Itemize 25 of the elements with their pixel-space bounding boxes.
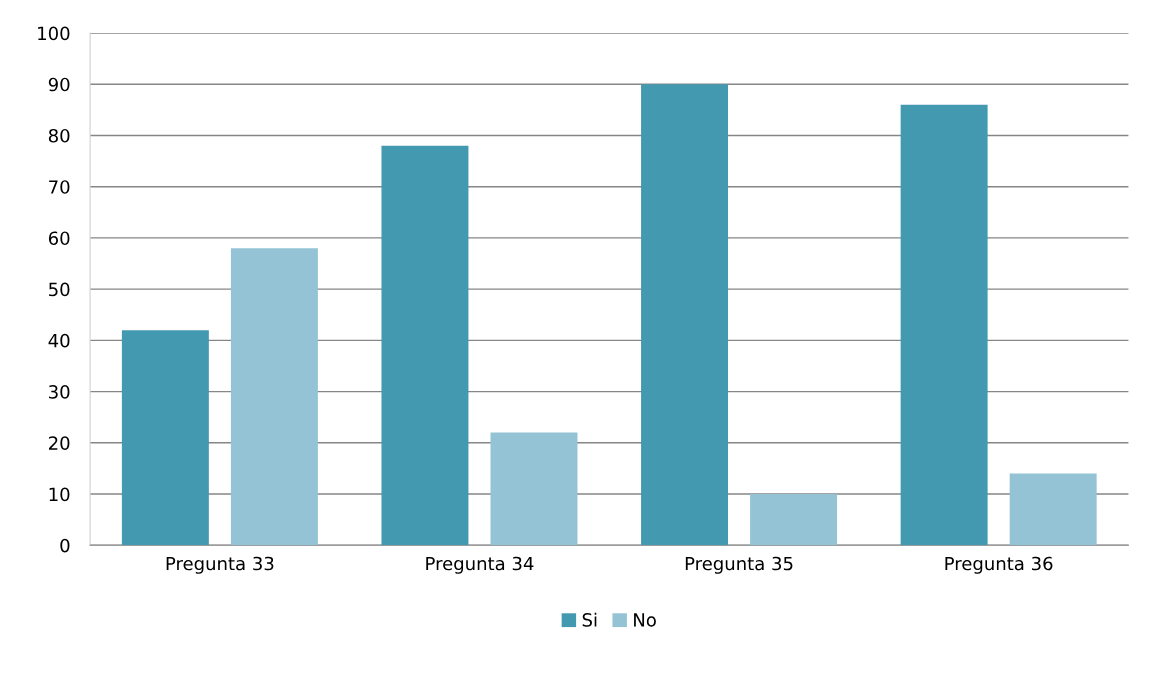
y-tick-label: 30 <box>49 385 70 399</box>
y-tick-label: 20 <box>48 436 70 450</box>
bar <box>121 330 209 546</box>
y-tick-label: 10 <box>49 487 70 502</box>
y-tick-label: 80 <box>48 128 70 143</box>
x-tick-label: Pregunta 33 <box>166 556 274 574</box>
bar <box>230 248 318 546</box>
bar <box>490 432 578 546</box>
y-tick-label: 90 <box>48 77 70 92</box>
x-tick-label: Pregunta 34 <box>426 556 534 574</box>
y-tick-label: 100 <box>38 26 70 41</box>
legend-label: Si <box>582 612 597 627</box>
y-tick-label: 70 <box>49 180 70 194</box>
bar <box>750 494 838 546</box>
y-tick-label: 60 <box>48 231 70 246</box>
y-tick-label: 50 <box>49 282 70 297</box>
bar <box>1009 473 1097 546</box>
y-tick-label: 40 <box>48 333 70 348</box>
bar <box>900 104 988 546</box>
x-tick-label: Pregunta 35 <box>685 556 793 574</box>
x-tick-label: Pregunta 36 <box>945 556 1053 574</box>
legend-label: No <box>634 613 656 627</box>
bar <box>381 145 469 546</box>
y-tick-label: 0 <box>60 538 70 553</box>
bar <box>641 84 729 546</box>
